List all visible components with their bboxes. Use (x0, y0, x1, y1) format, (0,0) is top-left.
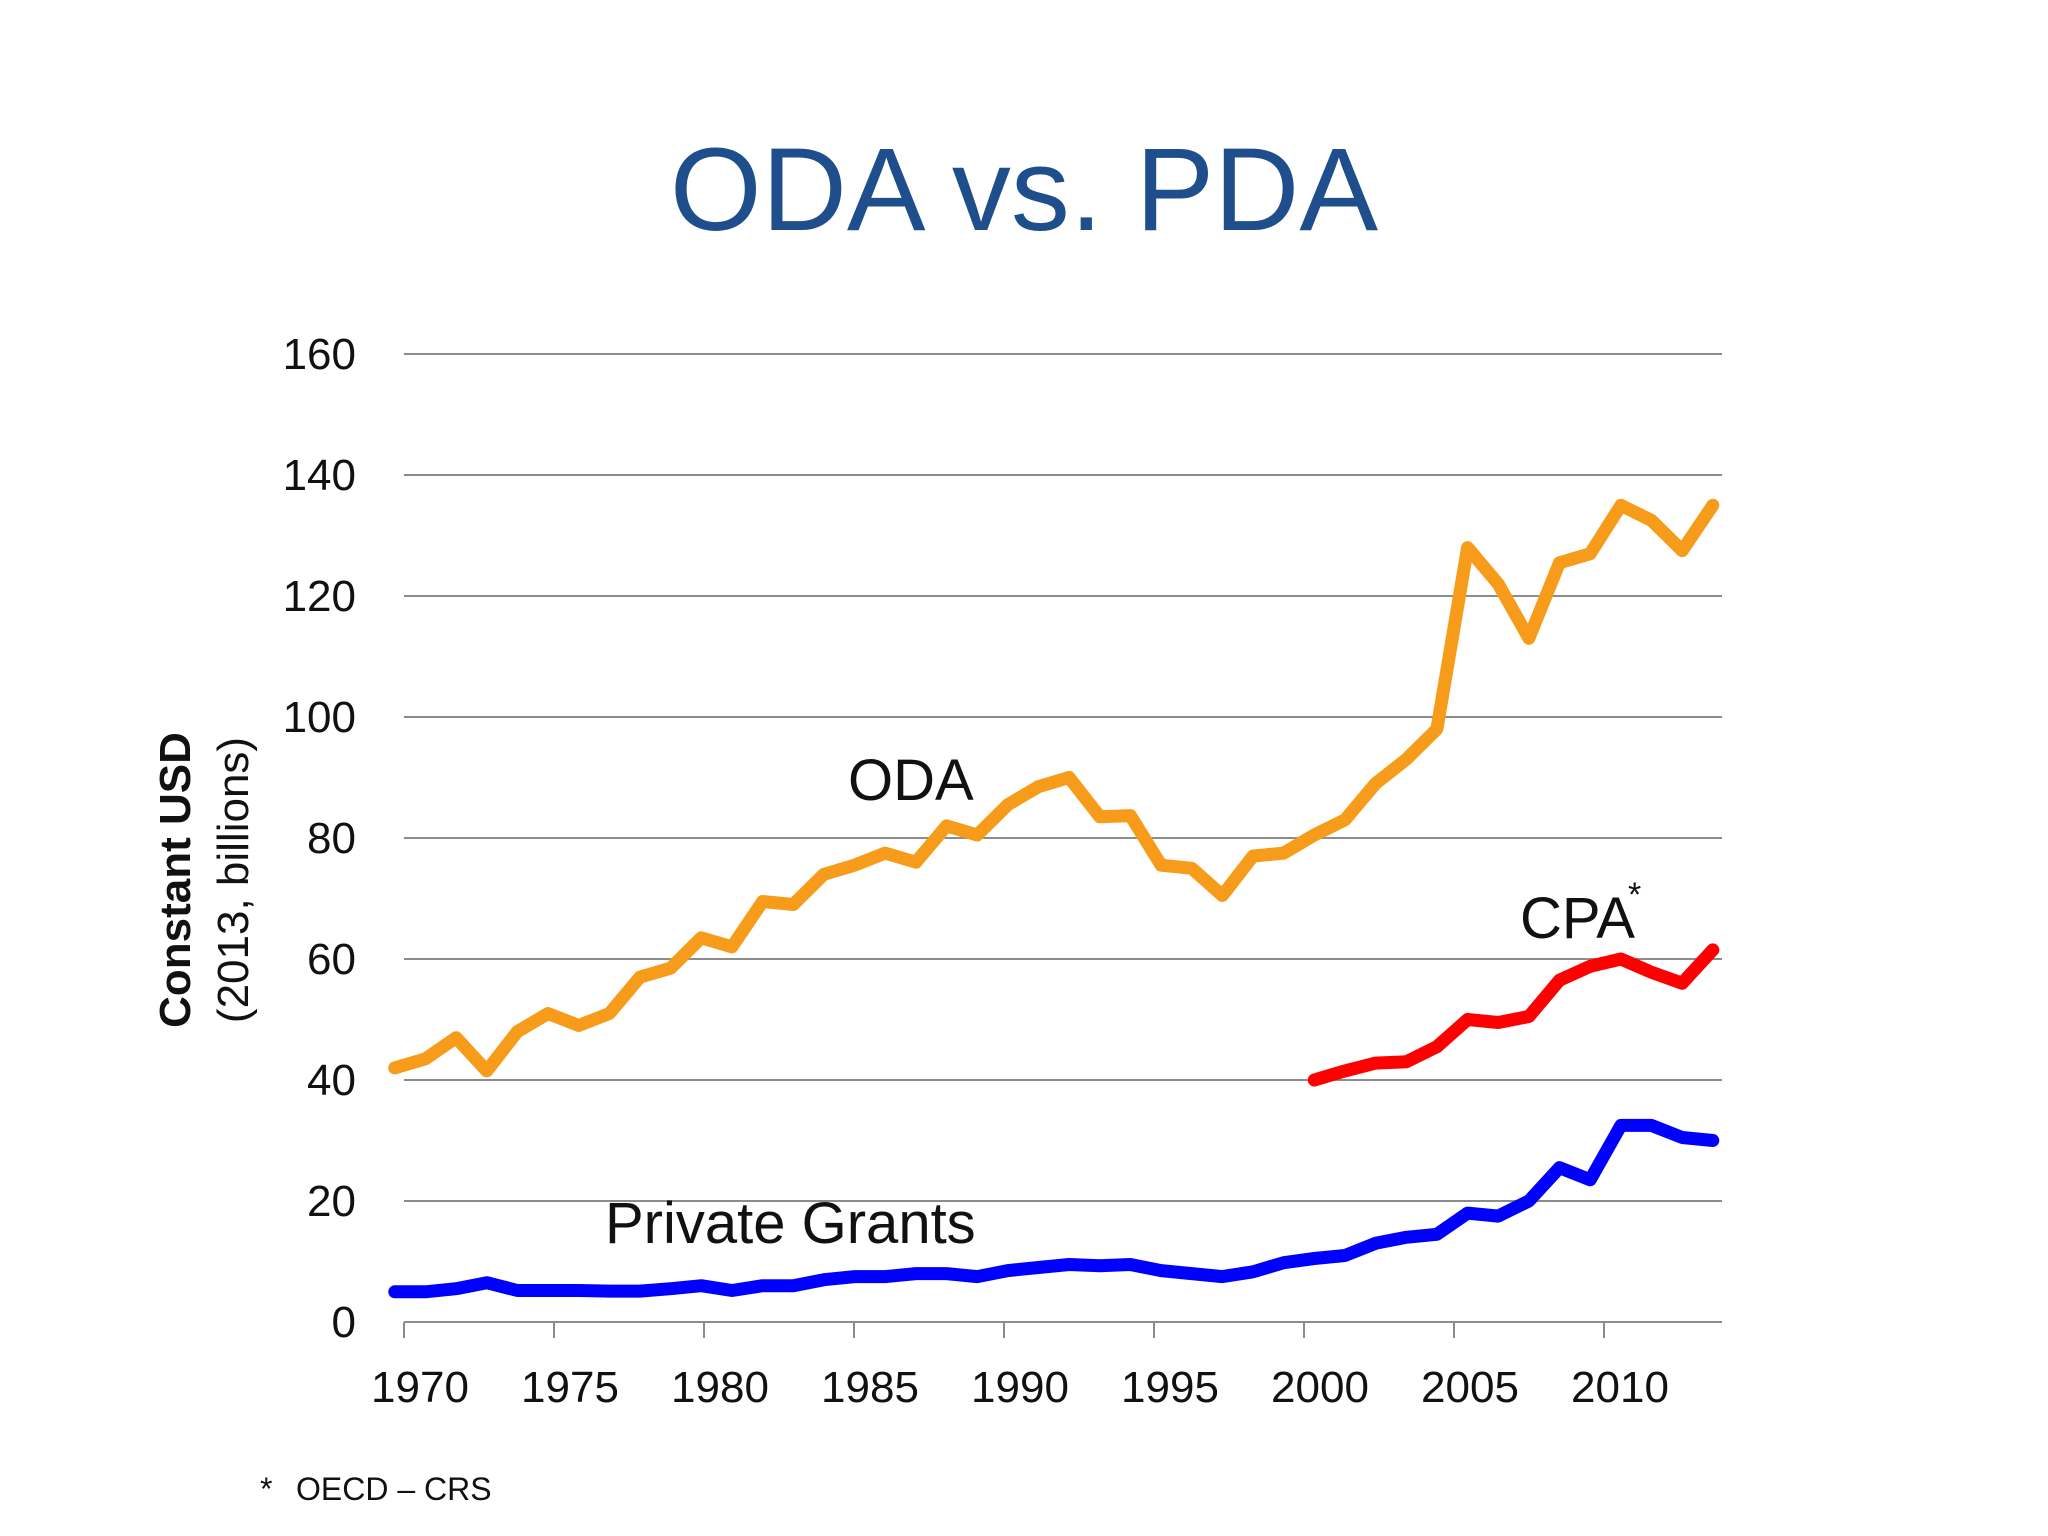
x-tick-label: 2000 (1271, 1363, 1369, 1412)
series-lines (388, 498, 1720, 1299)
series-line-private-grants (388, 1118, 1720, 1299)
series-line-cpa (1307, 943, 1720, 1087)
grid (404, 353, 1722, 1202)
slide-title: ODA vs. PDA (670, 124, 1378, 256)
x-tick-label: 1970 (371, 1363, 469, 1412)
x-axis-labels: 1970 1975 1980 1985 1990 1995 2000 2005 2010 (371, 1363, 1669, 1412)
x-tick-label: 2005 (1421, 1363, 1519, 1412)
series-label-private-grants: Private Grants (605, 1191, 976, 1256)
y-tick-label: 20 (307, 1177, 356, 1226)
y-tick-label: 0 (332, 1298, 356, 1347)
x-tick-label: 1975 (521, 1363, 619, 1412)
footnote-marker: * (260, 1471, 272, 1507)
series-label-cpa: CPA (1520, 886, 1635, 951)
y-axis-title-main: Constant USD (151, 732, 200, 1028)
y-axis-title-sub: (2013, billions) (209, 737, 258, 1023)
y-tick-label: 80 (307, 814, 356, 863)
y-tick-label: 100 (283, 693, 356, 742)
series-label-oda: ODA (848, 748, 974, 813)
x-tick-label: 2010 (1571, 1363, 1669, 1412)
y-axis: 0 20 40 60 80 100 120 140 160 (283, 330, 356, 1347)
x-tick-label: 1980 (671, 1363, 769, 1412)
y-tick-label: 120 (283, 572, 356, 621)
y-axis-title: Constant USD (2013, billions) (151, 732, 258, 1028)
x-tick-label: 1990 (971, 1363, 1069, 1412)
x-tick-label: 1995 (1121, 1363, 1219, 1412)
y-tick-label: 140 (283, 451, 356, 500)
y-tick-label: 160 (283, 330, 356, 379)
y-tick-label: 60 (307, 935, 356, 984)
x-axis (403, 1321, 1722, 1338)
series-line-oda (388, 498, 1720, 1078)
y-tick-label: 40 (307, 1056, 356, 1105)
series-label-cpa-marker: * (1628, 876, 1641, 914)
footnote-text: OECD – CRS (296, 1471, 492, 1507)
x-tick-label: 1985 (821, 1363, 919, 1412)
